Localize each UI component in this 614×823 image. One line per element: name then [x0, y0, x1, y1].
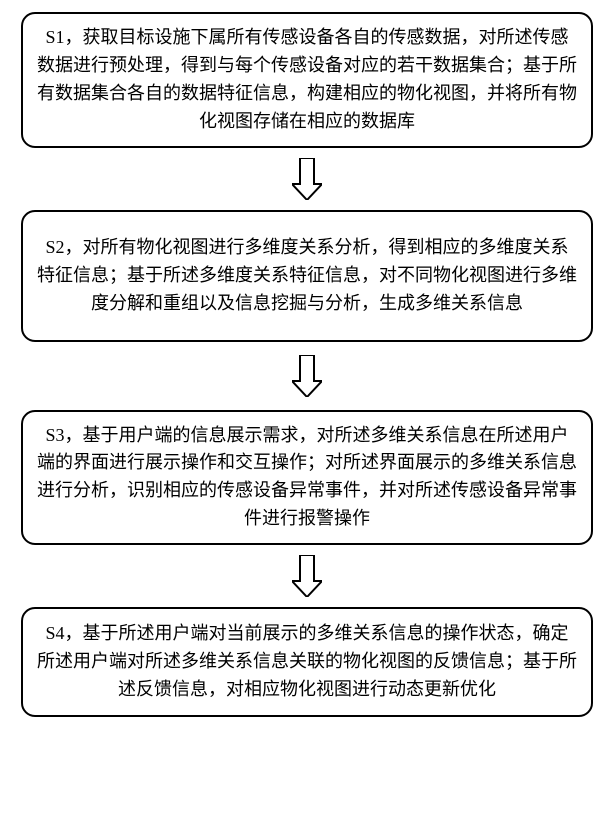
flowchart-step-s3: S3，基于用户端的信息展示需求，对所述多维关系信息在所述用户端的界面进行展示操作…: [21, 410, 593, 546]
flowchart-canvas: S1，获取目标设施下属所有传感设备各自的传感数据，对所述传感数据进行预处理，得到…: [0, 0, 614, 823]
flowchart-step-text: S2，对所有物化视图进行多维度关系分析，得到相应的多维度关系特征信息；基于所述多…: [37, 234, 577, 318]
flowchart-step-text: S1，获取目标设施下属所有传感设备各自的传感数据，对所述传感数据进行预处理，得到…: [37, 24, 577, 136]
flowchart-step-s4: S4，基于所述用户端对当前展示的多维关系信息的操作状态，确定所述用户端对所述多维…: [21, 607, 593, 717]
flowchart-arrow-s3-s4: [292, 545, 322, 607]
flowchart-step-s1: S1，获取目标设施下属所有传感设备各自的传感数据，对所述传感数据进行预处理，得到…: [21, 12, 593, 148]
flowchart-arrow-s1-s2: [292, 148, 322, 210]
flowchart-step-s2: S2，对所有物化视图进行多维度关系分析，得到相应的多维度关系特征信息；基于所述多…: [21, 210, 593, 342]
flowchart-arrow-s2-s3: [292, 342, 322, 410]
flowchart-step-text: S3，基于用户端的信息展示需求，对所述多维关系信息在所述用户端的界面进行展示操作…: [37, 422, 577, 534]
flowchart-step-text: S4，基于所述用户端对当前展示的多维关系信息的操作状态，确定所述用户端对所述多维…: [37, 620, 577, 704]
